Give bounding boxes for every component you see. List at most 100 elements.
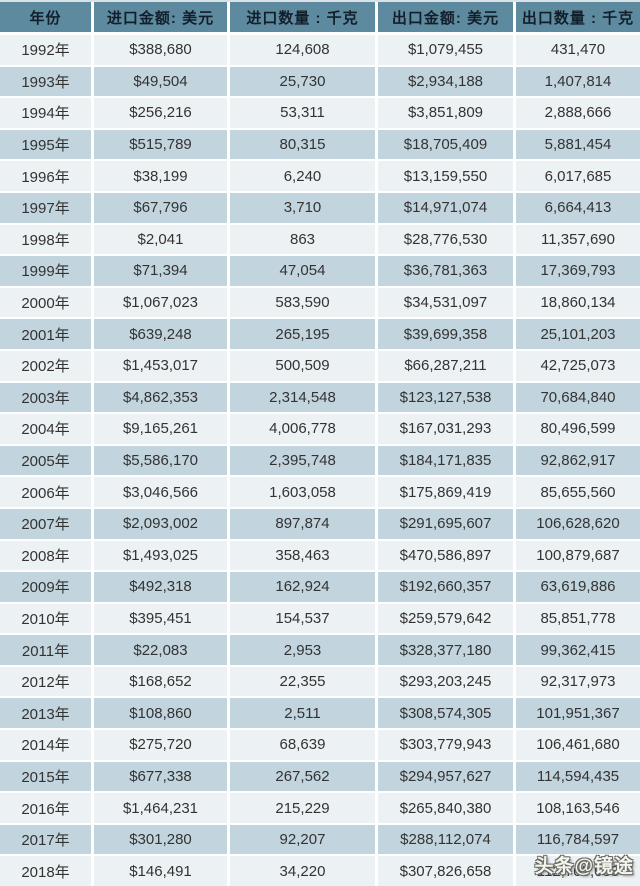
table-row: 2016年 $1,464,231 215,229 $265,840,380 108,16… <box>0 793 640 825</box>
year-cell: 1999年 <box>0 256 94 288</box>
export-quantity-cell: 100,879,687 <box>516 540 640 573</box>
year-cell: 2007年 <box>0 508 94 541</box>
table-row: 2004年 $9,165,261 4,006,778 $167,031,293 80,4… <box>0 414 640 446</box>
import-quantity-cell: 358,463 <box>230 540 378 573</box>
table-row: 2013年 $108,860 2,511 $308,574,305 101,951,36… <box>0 698 640 731</box>
table-row: 2006年 $3,046,566 1,603,058 $175,869,419 85,6… <box>0 477 640 509</box>
column-header-import-amount: 进口金额: 美元 <box>94 2 230 35</box>
import-quantity-cell: 22,355 <box>230 666 378 699</box>
table-row: 2005年 $5,586,170 2,395,748 $184,171,835 92,8… <box>0 445 640 478</box>
table-row: 2007年 $2,093,002 897,874 $291,695,607 106,62… <box>0 508 640 541</box>
export-quantity-cell: 101,951,367 <box>516 698 640 731</box>
export-quantity-cell: 106,628,620 <box>516 508 640 541</box>
table-row: 1994年 $256,216 53,311 $3,851,809 2,888,666 <box>0 98 640 130</box>
import-amount-cell: $168,652 <box>94 666 230 699</box>
year-cell: 2001年 <box>0 319 94 351</box>
export-quantity-cell: 106,461,680 <box>516 730 640 762</box>
import-amount-cell: $38,199 <box>94 161 230 193</box>
import-quantity-cell: 4,006,778 <box>230 414 378 446</box>
export-quantity-cell: 80,496,599 <box>516 414 640 446</box>
export-amount-cell: $265,840,380 <box>378 793 516 825</box>
import-amount-cell: $677,338 <box>94 761 230 794</box>
import-amount-cell: $9,165,261 <box>94 414 230 446</box>
table-row: 2001年 $639,248 265,195 $39,699,358 25,101,20… <box>0 319 640 351</box>
export-quantity-cell: 85,851,778 <box>516 603 640 636</box>
import-amount-cell: $639,248 <box>94 319 230 351</box>
year-cell: 1997年 <box>0 192 94 225</box>
import-amount-cell: $256,216 <box>94 98 230 130</box>
import-amount-cell: $71,394 <box>94 256 230 288</box>
table-row: 2008年 $1,493,025 358,463 $470,586,897 100,87… <box>0 540 640 573</box>
year-cell: 2010年 <box>0 603 94 636</box>
import-amount-cell: $1,067,023 <box>94 287 230 320</box>
import-amount-cell: $1,453,017 <box>94 350 230 383</box>
export-amount-cell: $14,971,074 <box>378 192 516 225</box>
column-header-export-quantity: 出口数量 : 千克 <box>516 2 640 35</box>
year-cell: 1993年 <box>0 66 94 99</box>
import-quantity-cell: 162,924 <box>230 572 378 604</box>
export-amount-cell: $192,660,357 <box>378 572 516 604</box>
table-row: 1995年 $515,789 80,315 $18,705,409 5,881,454 <box>0 129 640 162</box>
export-quantity-cell: 112,705,033 <box>516 856 640 886</box>
table-row: 2017年 $301,280 92,207 $288,112,074 116,784,5… <box>0 824 640 857</box>
import-quantity-cell: 2,395,748 <box>230 445 378 478</box>
export-amount-cell: $175,869,419 <box>378 477 516 509</box>
import-quantity-cell: 2,953 <box>230 635 378 667</box>
table-row: 2012年 $168,652 22,355 $293,203,245 92,317,97… <box>0 666 640 699</box>
import-quantity-cell: 154,537 <box>230 603 378 636</box>
year-cell: 1996年 <box>0 161 94 193</box>
export-amount-cell: $291,695,607 <box>378 508 516 541</box>
export-quantity-cell: 114,594,435 <box>516 761 640 794</box>
year-cell: 2000年 <box>0 287 94 320</box>
import-amount-cell: $2,093,002 <box>94 508 230 541</box>
table-row: 1997年 $67,796 3,710 $14,971,074 6,664,413 <box>0 192 640 225</box>
table-row: 2003年 $4,862,353 2,314,548 $123,127,538 70,6… <box>0 382 640 415</box>
year-cell: 2015年 <box>0 761 94 794</box>
column-header-export-amount: 出口金额: 美元 <box>378 2 516 35</box>
import-quantity-cell: 1,603,058 <box>230 477 378 509</box>
export-amount-cell: $307,826,658 <box>378 856 516 886</box>
table-row: 2018年 $146,491 34,220 $307,826,658 112,705,0… <box>0 856 640 886</box>
table-row: 1993年 $49,504 25,730 $2,934,188 1,407,814 <box>0 66 640 99</box>
table-row: 2011年 $22,083 2,953 $328,377,180 99,362,415 <box>0 635 640 667</box>
table-header-row: 年份 进口金额: 美元 进口数量 : 千克 出口金额: 美元 出口数量 : 千克 <box>0 2 640 35</box>
import-quantity-cell: 267,562 <box>230 761 378 794</box>
export-quantity-cell: 6,664,413 <box>516 192 640 225</box>
year-cell: 2013年 <box>0 698 94 731</box>
year-cell: 2005年 <box>0 445 94 478</box>
import-amount-cell: $388,680 <box>94 35 230 67</box>
table-row: 1998年 $2,041 863 $28,776,530 11,357,690 <box>0 224 640 257</box>
export-amount-cell: $2,934,188 <box>378 66 516 99</box>
export-quantity-cell: 92,862,917 <box>516 445 640 478</box>
table-row: 2015年 $677,338 267,562 $294,957,627 114,594,… <box>0 761 640 794</box>
export-quantity-cell: 11,357,690 <box>516 224 640 257</box>
export-quantity-cell: 42,725,073 <box>516 350 640 383</box>
import-amount-cell: $1,464,231 <box>94 793 230 825</box>
export-quantity-cell: 18,860,134 <box>516 287 640 320</box>
import-amount-cell: $5,586,170 <box>94 445 230 478</box>
import-amount-cell: $146,491 <box>94 856 230 886</box>
table-row: 1996年 $38,199 6,240 $13,159,550 6,017,685 <box>0 161 640 193</box>
table-row: 2002年 $1,453,017 500,509 $66,287,211 42,725,… <box>0 350 640 383</box>
import-amount-cell: $22,083 <box>94 635 230 667</box>
year-cell: 2009年 <box>0 572 94 604</box>
import-amount-cell: $67,796 <box>94 192 230 225</box>
year-cell: 2002年 <box>0 350 94 383</box>
export-amount-cell: $13,159,550 <box>378 161 516 193</box>
export-quantity-cell: 2,888,666 <box>516 98 640 130</box>
import-quantity-cell: 68,639 <box>230 730 378 762</box>
export-amount-cell: $294,957,627 <box>378 761 516 794</box>
export-amount-cell: $36,781,363 <box>378 256 516 288</box>
export-quantity-cell: 108,163,546 <box>516 793 640 825</box>
year-cell: 2014年 <box>0 730 94 762</box>
export-quantity-cell: 17,369,793 <box>516 256 640 288</box>
import-quantity-cell: 92,207 <box>230 824 378 857</box>
year-cell: 1994年 <box>0 98 94 130</box>
year-cell: 2006年 <box>0 477 94 509</box>
export-amount-cell: $1,079,455 <box>378 35 516 67</box>
table-row: 1992年 $388,680 124,608 $1,079,455 431,470 <box>0 35 640 67</box>
import-quantity-cell: 80,315 <box>230 129 378 162</box>
import-quantity-cell: 215,229 <box>230 793 378 825</box>
import-quantity-cell: 124,608 <box>230 35 378 67</box>
import-quantity-cell: 863 <box>230 224 378 257</box>
